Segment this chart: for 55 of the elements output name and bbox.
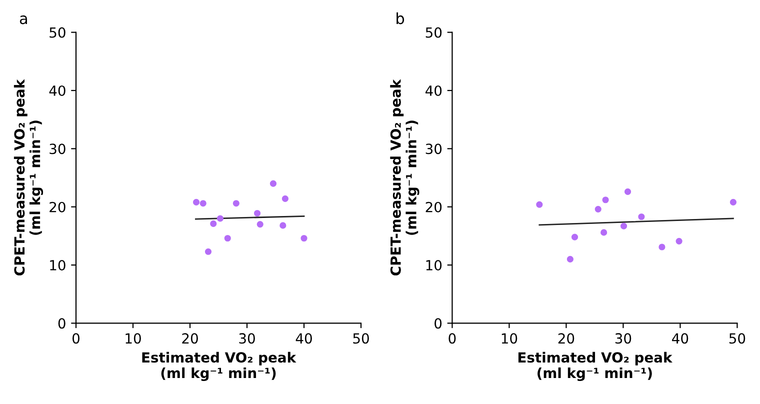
point: [594, 206, 602, 212]
y-axis-title: CPET-measured VO₂ peak (ml kg⁻¹ min⁻¹): [390, 79, 420, 276]
chart-title: a: [20, 15, 27, 24]
point: [624, 188, 632, 196]
point: [676, 238, 682, 244]
x-tick-label: 0: [72, 333, 80, 344]
point: [270, 180, 277, 187]
point: [730, 198, 737, 206]
y-tick-label: 50: [426, 27, 442, 38]
y-tick-label: 20: [50, 202, 66, 212]
point: [300, 234, 308, 242]
point: [232, 200, 240, 207]
x-axis-title: Estimated VO₂ peak (ml kg⁻¹ min⁻¹): [142, 352, 296, 382]
x-tick-label: 10: [502, 333, 518, 344]
x-tick-label: 50: [353, 333, 369, 344]
x-tick-label: 20: [558, 333, 574, 344]
point: [602, 196, 609, 204]
x-tick-label: 40: [296, 333, 312, 344]
point: [192, 198, 200, 206]
point: [571, 234, 578, 240]
x-tick-label: 40: [672, 333, 688, 344]
x-tick-label: 50: [729, 333, 746, 344]
point: [658, 244, 666, 250]
y-tick-label: 40: [425, 85, 442, 96]
x-tick-label: 30: [239, 333, 255, 344]
x-tick-label: 30: [615, 333, 632, 344]
y-tick-label: 10: [426, 260, 442, 270]
point: [638, 213, 645, 220]
point: [200, 200, 206, 207]
y-tick-label: 50: [50, 27, 66, 38]
x-tick-label: 0: [448, 333, 456, 344]
point: [566, 256, 574, 262]
y-tick-label: 0: [434, 318, 442, 329]
chart-title: b: [396, 12, 404, 24]
y-tick-label: 40: [49, 85, 66, 96]
point: [210, 220, 217, 228]
y-axis-title: CPET-measured VO₂ peak (ml kg⁻¹ min⁻¹): [14, 79, 44, 276]
y-tick-label: 10: [50, 260, 66, 270]
point: [204, 248, 212, 255]
point: [254, 210, 261, 217]
x-tick-label: 10: [126, 333, 141, 344]
point: [536, 201, 543, 208]
point: [216, 215, 224, 222]
point: [282, 195, 288, 202]
point: [224, 234, 231, 242]
point: [600, 229, 608, 236]
y-tick-label: 30: [426, 144, 442, 154]
y-tick-label: 30: [50, 144, 66, 154]
point: [256, 221, 264, 228]
x-axis-title: Estimated VO₂ peak (ml kg⁻¹ min⁻¹): [518, 352, 672, 382]
y-tick-label: 0: [58, 318, 66, 329]
point: [620, 222, 628, 230]
point: [280, 222, 286, 229]
x-tick-label: 20: [182, 333, 198, 344]
y-tick-label: 20: [426, 202, 442, 212]
